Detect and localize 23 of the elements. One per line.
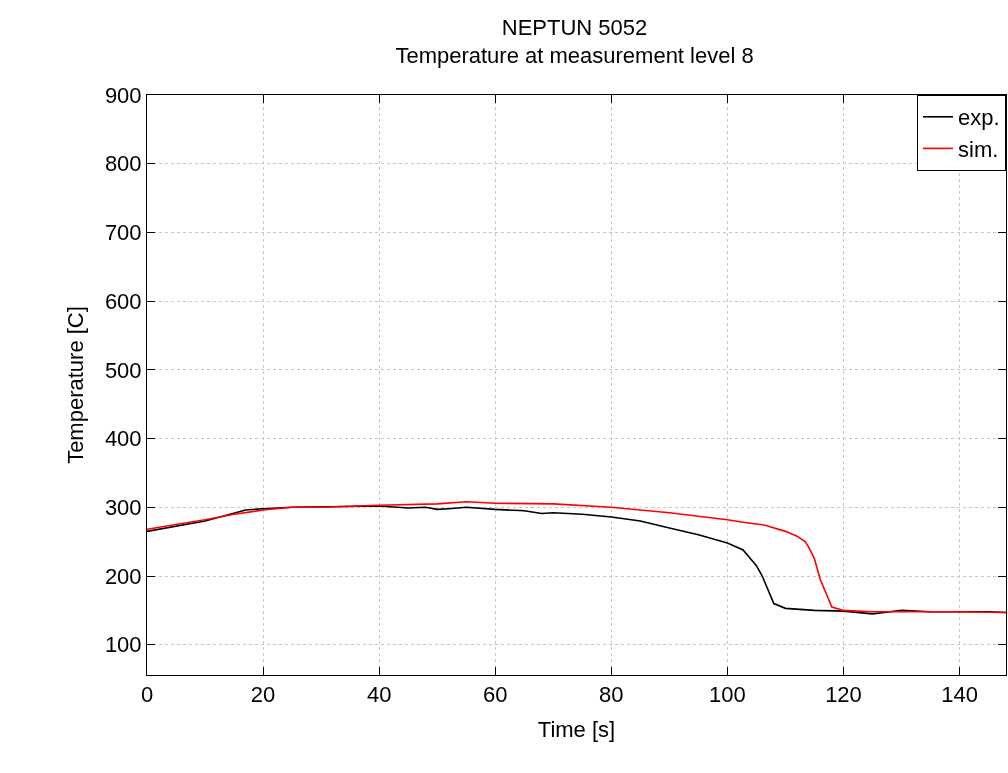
- chart-title: NEPTUN 5052: [501, 14, 648, 40]
- y-tick-label: 500: [104, 357, 142, 383]
- y-tick-label: 600: [104, 288, 142, 314]
- x-tick-label: 100: [709, 682, 746, 708]
- y-tick-label: 300: [104, 495, 142, 521]
- x-tick-label: 40: [366, 682, 392, 708]
- y-tick-label: 100: [104, 632, 142, 658]
- y-tick-label: 200: [104, 563, 142, 589]
- legend-label: sim.: [958, 136, 999, 162]
- y-tick-label: 800: [104, 151, 142, 177]
- x-tick-label: 120: [825, 682, 862, 708]
- chart-subtitle: Temperature at measurement level 8: [395, 43, 754, 69]
- x-axis-title: Time [s]: [537, 717, 616, 743]
- x-tick-label: 140: [941, 682, 978, 708]
- y-tick-label: 700: [104, 220, 142, 246]
- y-tick-label: 400: [104, 426, 142, 452]
- x-tick-label: 80: [599, 682, 624, 708]
- y-axis-title: Temperature [C]: [62, 306, 88, 464]
- y-tick-label: 900: [104, 82, 142, 108]
- x-tick-label: 20: [250, 682, 276, 708]
- x-tick-label: 0: [140, 682, 154, 708]
- legend-label: exp.: [958, 105, 1000, 131]
- x-tick-label: 60: [483, 682, 508, 708]
